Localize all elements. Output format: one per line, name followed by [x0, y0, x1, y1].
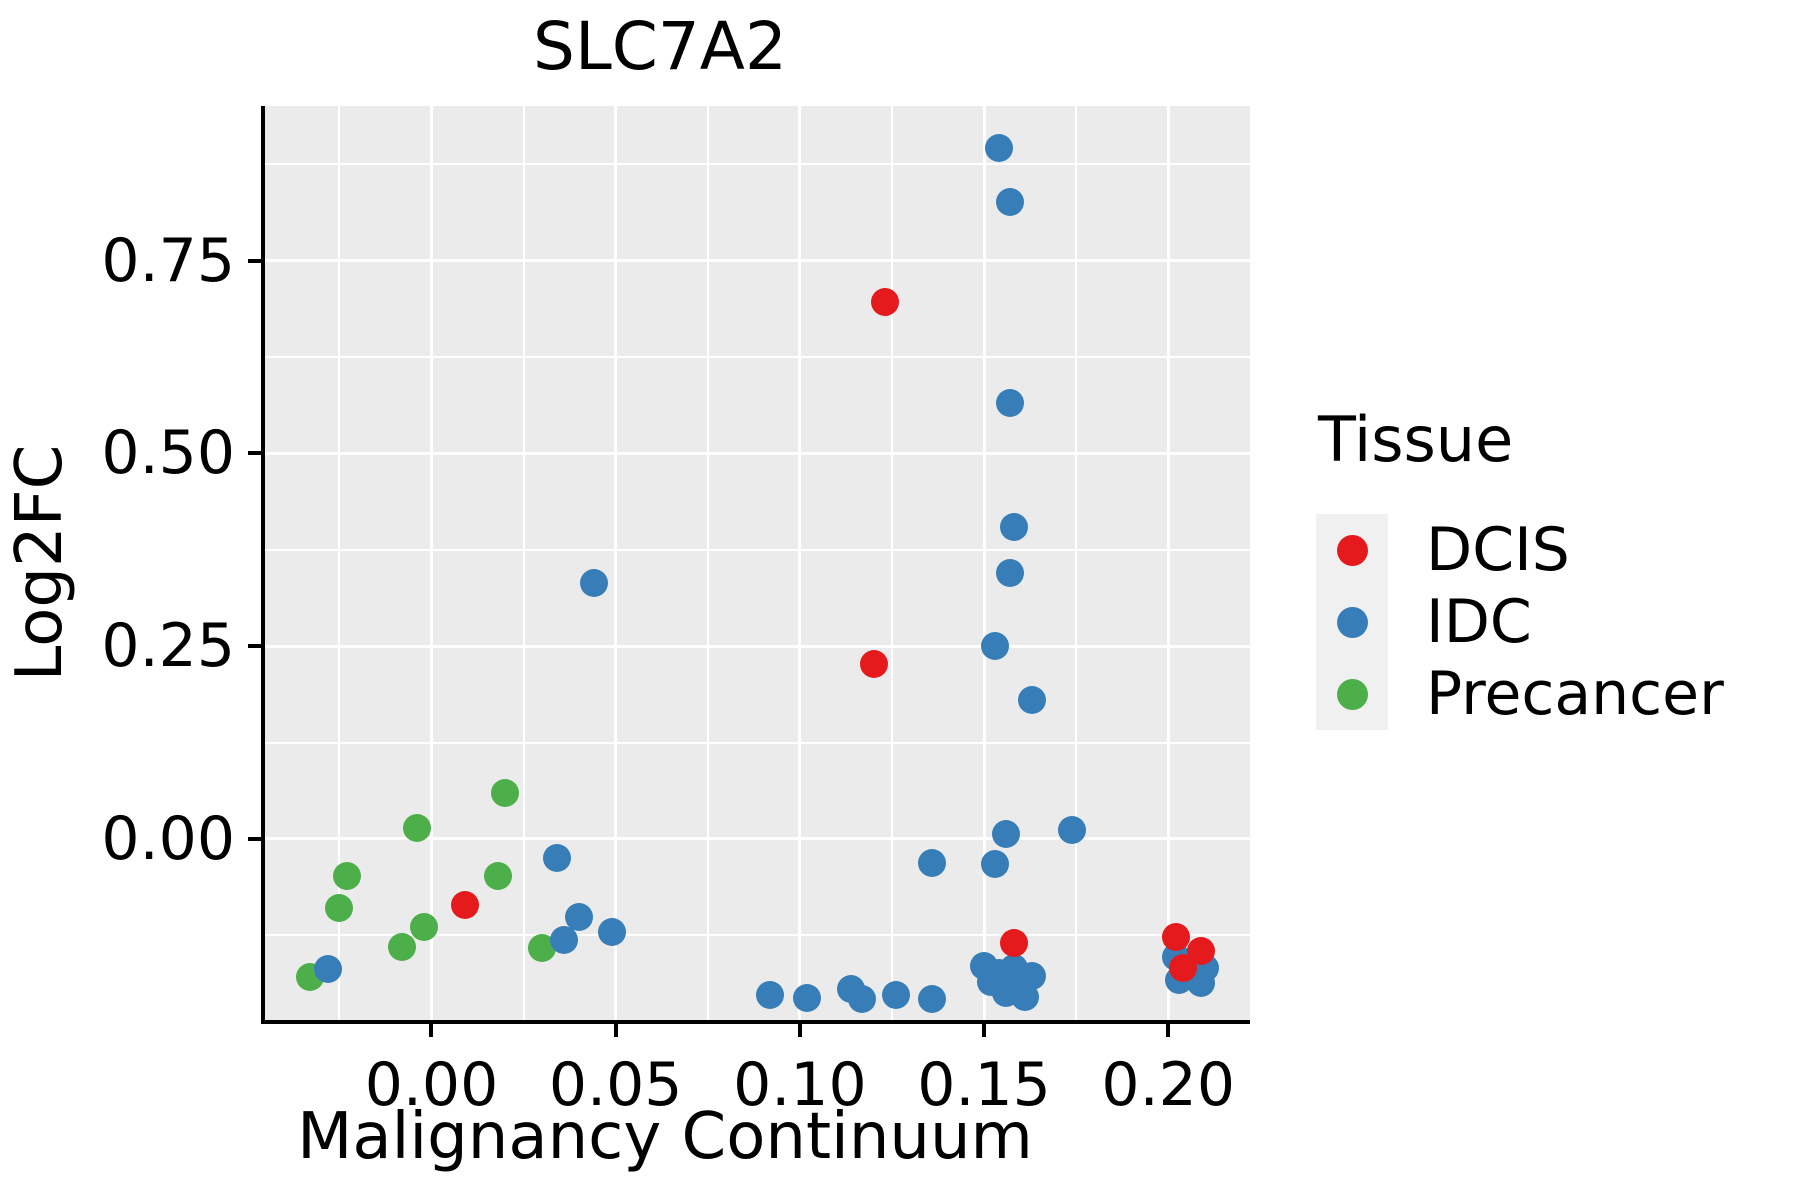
minor-gridline-horizontal: [265, 741, 1250, 744]
data-point: [984, 134, 1013, 163]
y-tick-mark: [248, 258, 261, 263]
data-point: [1161, 922, 1190, 951]
y-tick-mark: [248, 836, 261, 841]
major-gridline-vertical: [429, 106, 433, 1020]
data-point: [597, 918, 626, 947]
x-tick-mark: [1166, 1024, 1171, 1037]
data-point: [402, 814, 431, 843]
data-point: [848, 985, 877, 1014]
y-axis-title: Log2FC: [3, 445, 77, 682]
major-gridline-vertical: [614, 106, 618, 1020]
minor-gridline-vertical: [1075, 106, 1078, 1020]
x-axis-line: [261, 1020, 1250, 1024]
legend-items: DCIS IDC Precancer: [1316, 514, 1724, 730]
data-point: [859, 649, 888, 678]
x-tick-label: 0.20: [1101, 1050, 1236, 1120]
data-point: [579, 568, 608, 597]
minor-gridline-vertical: [890, 106, 893, 1020]
data-point: [450, 891, 479, 920]
legend-item-label: IDC: [1426, 587, 1532, 657]
data-point: [314, 955, 343, 984]
y-axis-title-text: Log2FC: [3, 444, 77, 682]
data-point: [995, 389, 1024, 418]
minor-gridline-horizontal: [265, 934, 1250, 937]
data-point: [918, 984, 947, 1013]
data-point: [332, 861, 361, 890]
y-tick-label: 0.50: [101, 418, 235, 489]
legend-key: [1316, 658, 1388, 730]
data-point: [981, 632, 1010, 661]
data-point: [550, 925, 579, 954]
major-gridline-horizontal: [265, 837, 1250, 841]
legend-item: Precancer: [1316, 658, 1724, 730]
data-point: [1017, 686, 1046, 715]
data-point: [995, 188, 1024, 217]
legend-item: DCIS: [1316, 514, 1724, 586]
y-tick-label: 0.25: [101, 611, 235, 682]
data-point: [881, 981, 910, 1010]
major-gridline-vertical: [1166, 106, 1170, 1020]
data-point: [491, 778, 520, 807]
data-point: [918, 848, 947, 877]
y-tick-label: 0.00: [101, 803, 235, 874]
minor-gridline-vertical: [338, 106, 341, 1020]
x-axis-title: Malignancy Continuum: [297, 1100, 1033, 1174]
data-point: [992, 820, 1021, 849]
legend-item: IDC: [1316, 586, 1724, 658]
data-point: [870, 288, 899, 317]
minor-gridline-horizontal: [265, 548, 1250, 551]
data-point: [1168, 953, 1197, 982]
major-gridline-horizontal: [265, 644, 1250, 648]
data-point: [756, 980, 785, 1009]
data-point: [995, 558, 1024, 587]
legend-swatch-dot: [1336, 678, 1368, 710]
data-point: [388, 932, 417, 961]
legend-swatch-dot: [1336, 606, 1368, 638]
legend-key: [1316, 586, 1388, 658]
y-tick-mark: [248, 644, 261, 649]
plot-panel: [265, 106, 1250, 1020]
data-point: [483, 861, 512, 890]
data-point: [564, 902, 593, 931]
plot-title: SLC7A2: [533, 8, 787, 85]
major-gridline-horizontal: [265, 259, 1250, 263]
major-gridline-vertical: [982, 106, 986, 1020]
legend: Tissue DCIS IDC Precancer: [1316, 403, 1724, 730]
x-tick-mark: [613, 1024, 618, 1037]
minor-gridline-horizontal: [265, 356, 1250, 359]
x-tick-mark: [797, 1024, 802, 1037]
minor-gridline-vertical: [706, 106, 709, 1020]
data-point: [1017, 962, 1046, 991]
legend-swatch-dot: [1336, 534, 1368, 566]
legend-item-label: Precancer: [1426, 659, 1724, 729]
data-point: [1058, 815, 1087, 844]
data-point: [325, 893, 354, 922]
legend-key: [1316, 514, 1388, 586]
data-point: [999, 512, 1028, 541]
minor-gridline-horizontal: [265, 163, 1250, 166]
major-gridline-horizontal: [265, 451, 1250, 455]
x-tick-mark: [429, 1024, 434, 1037]
y-tick-mark: [248, 451, 261, 456]
data-point: [410, 912, 439, 941]
minor-gridline-vertical: [522, 106, 525, 1020]
data-point: [542, 844, 571, 873]
y-tick-label: 0.75: [101, 225, 235, 296]
legend-item-label: DCIS: [1426, 515, 1570, 585]
major-gridline-vertical: [798, 106, 802, 1020]
data-point: [981, 849, 1010, 878]
x-tick-mark: [982, 1024, 987, 1037]
data-point: [999, 929, 1028, 958]
legend-title: Tissue: [1318, 403, 1514, 476]
data-point: [793, 983, 822, 1012]
